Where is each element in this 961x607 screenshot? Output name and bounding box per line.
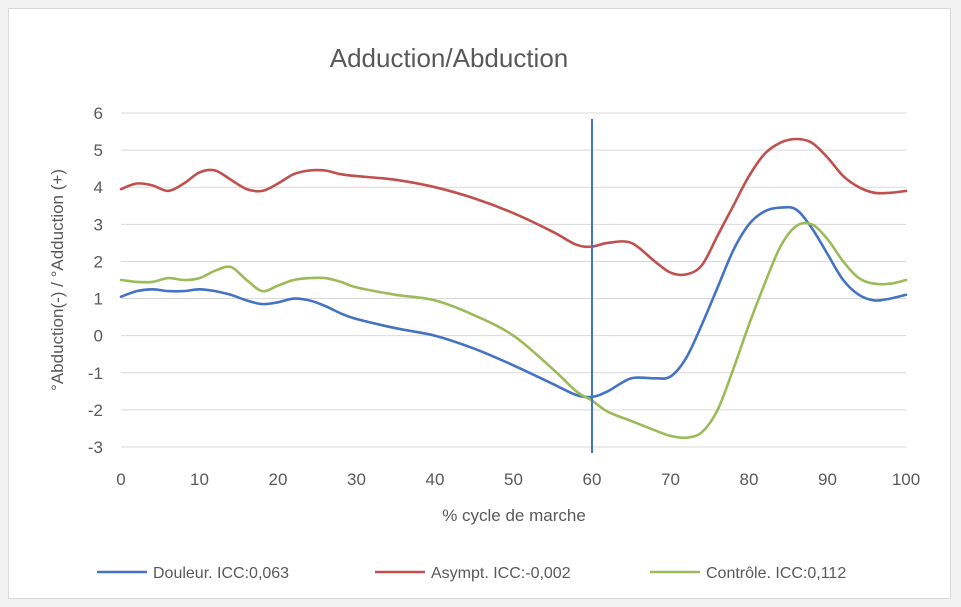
y-axis-label: °Abduction(-) / °Adduction (+) xyxy=(48,169,67,391)
y-tick-label: 4 xyxy=(94,178,103,197)
series-lines xyxy=(119,137,908,440)
chart-frame: Adduction/Abduction 6 5 4 3 2 1 0 -1 -2 -3 0 10 20 3… xyxy=(8,8,951,599)
x-tick-label: 20 xyxy=(269,470,288,489)
legend-label: Asympt. ICC:-0,002 xyxy=(431,565,571,582)
x-tick-label: 80 xyxy=(740,470,759,489)
x-tick-label: 70 xyxy=(661,470,680,489)
y-tick-label: 1 xyxy=(94,290,103,309)
x-tick-label: 60 xyxy=(583,470,602,489)
legend-item-asympt: Asympt. ICC:-0,002 xyxy=(375,565,571,582)
y-tick-label: 0 xyxy=(94,327,103,346)
y-axis-ticks: 6 5 4 3 2 1 0 -1 -2 -3 xyxy=(88,104,103,457)
series-douleur-line xyxy=(119,205,908,399)
y-tick-label: -2 xyxy=(88,401,103,420)
x-tick-label: 90 xyxy=(818,470,837,489)
legend: Douleur. ICC:0,063 Asympt. ICC:-0,002 Cont… xyxy=(97,565,846,582)
series-asympt-line xyxy=(119,137,908,277)
x-tick-label: 30 xyxy=(347,470,366,489)
legend-label: Contrôle. ICC:0,112 xyxy=(706,565,846,582)
x-tick-label: 50 xyxy=(504,470,523,489)
x-tick-label: 100 xyxy=(892,470,920,489)
series-controle-line xyxy=(119,221,908,440)
x-tick-label: 10 xyxy=(190,470,209,489)
y-tick-label: 3 xyxy=(94,215,103,234)
x-axis-ticks: 0 10 20 30 40 50 60 70 80 90 100 xyxy=(116,470,920,489)
x-axis-label: % cycle de marche xyxy=(442,506,586,525)
y-tick-label: 6 xyxy=(94,104,103,123)
legend-item-controle: Contrôle. ICC:0,112 xyxy=(650,565,846,582)
x-tick-label: 40 xyxy=(426,470,445,489)
y-tick-label: -3 xyxy=(88,438,103,457)
y-tick-label: 2 xyxy=(94,252,103,271)
legend-label: Douleur. ICC:0,063 xyxy=(153,565,289,582)
chart-title: Adduction/Abduction xyxy=(330,43,569,73)
y-tick-label: -1 xyxy=(88,364,103,383)
x-tick-label: 0 xyxy=(116,470,125,489)
gridlines xyxy=(121,112,906,448)
legend-item-douleur: Douleur. ICC:0,063 xyxy=(97,565,289,582)
y-tick-label: 5 xyxy=(94,141,103,160)
